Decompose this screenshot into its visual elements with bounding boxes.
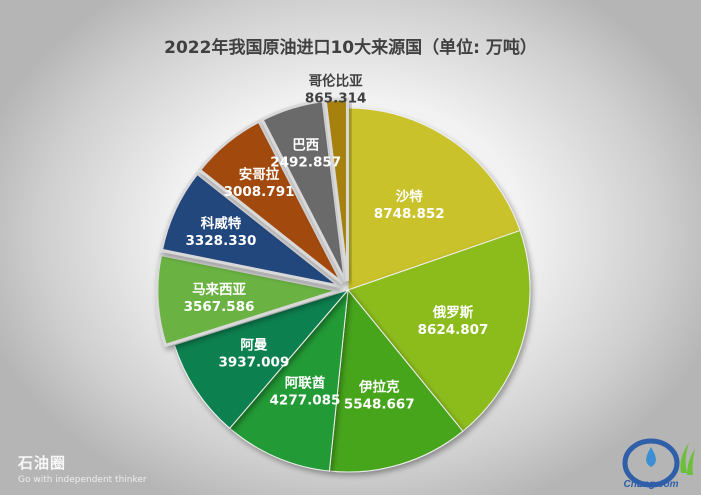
cnlng-logo: CnLng.com [622, 438, 695, 490]
pie-slice-2 [347, 229, 531, 432]
pie-slice-10 [323, 97, 349, 282]
watermark: 石油圈 Go with independent thinker [18, 452, 147, 485]
slice-category-label: 巴西 [292, 138, 319, 154]
logo-leaf-icon [687, 449, 695, 475]
pie-slice-8 [197, 119, 344, 285]
logo-text: CnLng.com [624, 479, 679, 490]
slice-value-label: 4277.085 [270, 392, 341, 408]
slice-category-label: 马来西亚 [192, 282, 246, 298]
watermark-slogan: Go with independent thinker [18, 475, 147, 485]
slice-category-label: 俄罗斯 [432, 304, 474, 321]
pie-slice-4 [229, 288, 349, 472]
pie-slice-9 [260, 99, 347, 283]
slice-value-label: 3937.009 [218, 354, 289, 370]
logo-drop-icon [646, 447, 656, 467]
pie-slice-5 [173, 288, 350, 430]
slice-value-label: 3567.586 [184, 299, 255, 315]
slice-value-label: 865.314 [305, 90, 367, 106]
slice-value-label: 8748.852 [374, 206, 445, 222]
pie-slice-1 [347, 107, 521, 291]
pie-slice-3 [328, 288, 464, 473]
slice-value-label: 8624.807 [418, 322, 489, 338]
slice-category-label: 科威特 [201, 215, 242, 232]
slice-value-label: 2492.857 [270, 155, 341, 171]
slice-value-label: 3008.791 [224, 184, 295, 200]
slice-value-label: 5548.667 [344, 397, 415, 413]
slice-value-label: 3328.330 [186, 233, 257, 249]
logo-leaf-icon [680, 443, 689, 473]
logo-ring-icon [622, 438, 680, 488]
slice-category-label: 哥伦比亚 [309, 72, 363, 89]
slice-category-label: 安哥拉 [239, 166, 280, 183]
slice-category-label: 阿联酋 [285, 374, 326, 391]
pie-slice-6 [155, 252, 340, 348]
slice-category-label: 伊拉克 [358, 379, 400, 396]
watermark-brand: 石油圈 [18, 454, 67, 472]
chart-title: 2022年我国原油进口10大来源国（单位: 万吨） [164, 38, 537, 58]
pie-slice-7 [159, 171, 341, 288]
slice-category-label: 阿曼 [240, 337, 267, 353]
slice-category-label: 沙特 [396, 188, 423, 205]
